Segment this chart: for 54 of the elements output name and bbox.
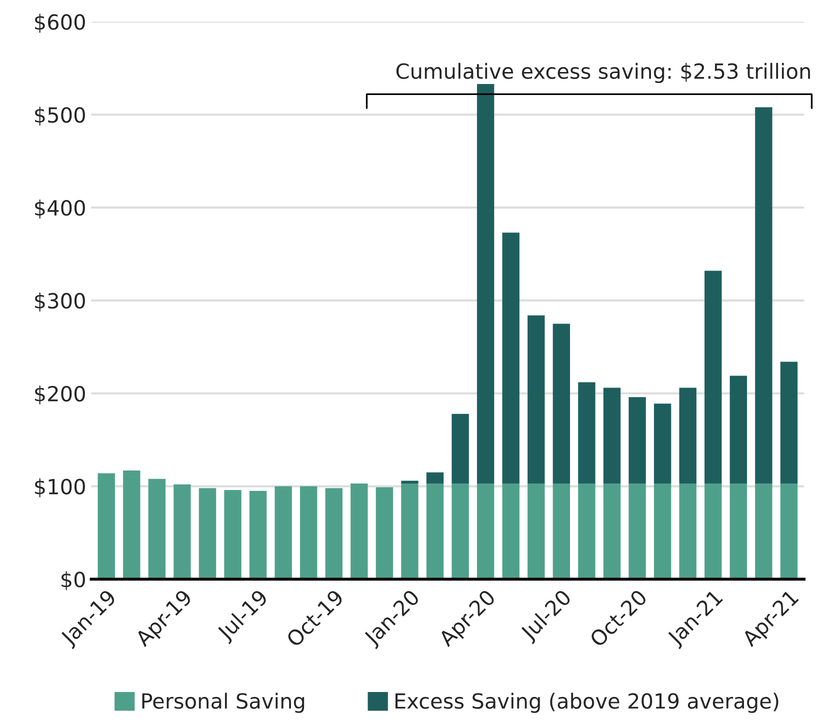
y-tick-label: $200 [35, 385, 85, 404]
legend-label: Personal Saving [142, 692, 304, 713]
y-tick-label: $100 [35, 478, 85, 498]
legend-label: Excess Saving (above 2019 average) [396, 692, 778, 713]
bar [350, 484, 368, 580]
bar [654, 404, 672, 484]
bar [704, 270, 722, 484]
bar [780, 362, 798, 484]
bar [780, 484, 798, 580]
bar [401, 480, 418, 484]
bar [552, 484, 570, 580]
bar [224, 490, 242, 580]
bar [476, 484, 494, 580]
y-tick-label: $600 [35, 14, 85, 33]
bar [704, 484, 722, 580]
y-tick-label: $0 [62, 571, 85, 590]
bar [426, 484, 444, 580]
bar [654, 484, 672, 580]
bar [502, 232, 520, 484]
bar [730, 484, 747, 580]
bar [148, 478, 166, 580]
bar [628, 484, 646, 580]
bar [174, 484, 191, 580]
bar [679, 388, 696, 484]
bar [679, 484, 696, 580]
bar [552, 324, 570, 484]
bar [578, 484, 596, 580]
bar [476, 84, 494, 484]
bar [249, 490, 267, 580]
bar [502, 484, 520, 580]
bar [98, 473, 115, 580]
bar [755, 484, 772, 580]
bar [628, 397, 646, 484]
bar [325, 488, 342, 580]
bar [198, 488, 216, 580]
bar [578, 382, 596, 484]
bar [376, 487, 394, 580]
bar [401, 484, 418, 580]
bar [603, 388, 621, 484]
bar [123, 470, 140, 580]
bar [452, 414, 469, 484]
bar [274, 486, 292, 580]
bar [426, 472, 444, 484]
bar [528, 315, 545, 484]
bar [603, 484, 621, 580]
bar [730, 376, 747, 484]
annotation: Cumulative excess saving: $2.53 trillion [396, 62, 810, 84]
bar [452, 484, 469, 580]
bar [528, 484, 545, 580]
y-tick-label: $500 [35, 106, 85, 126]
y-tick-label: $400 [35, 200, 85, 219]
bar [300, 486, 318, 580]
y-tick-label: $300 [35, 292, 85, 312]
bar [755, 107, 772, 484]
